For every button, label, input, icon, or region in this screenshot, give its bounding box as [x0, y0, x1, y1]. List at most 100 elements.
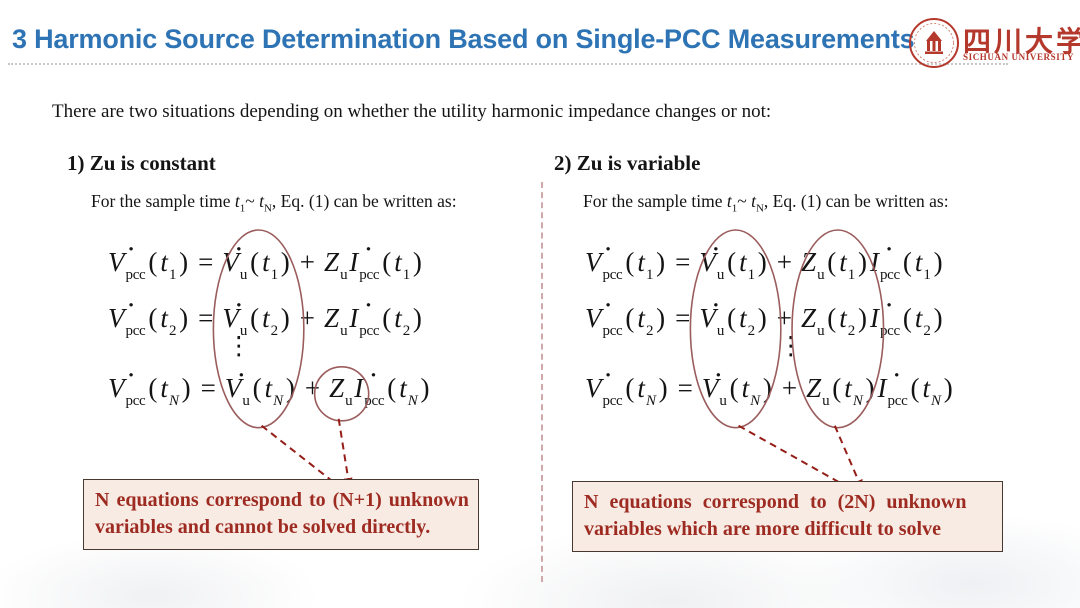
equation-token: (: [382, 247, 392, 277]
equation-token: ): [285, 373, 295, 403]
sample-prefix: For the sample time: [91, 191, 235, 211]
t-symbol: t: [751, 191, 756, 211]
note-line: N equations correspond to (N+1) unknown: [95, 489, 469, 511]
note-line: variables and cannot be solved directly.: [95, 516, 431, 538]
equation-token: V · u: [699, 293, 725, 339]
equation-token: (: [625, 303, 635, 333]
equation-token: +: [776, 303, 793, 333]
equation-token: I · pcc: [869, 237, 900, 283]
equation-token: ): [179, 247, 189, 277]
equation-token: V · pcc: [585, 237, 623, 283]
note-line: N equations correspond to (2N) unknown: [584, 491, 967, 513]
equation-token: ): [280, 247, 290, 277]
equation-token: (: [902, 303, 912, 333]
note-box-left: N equations correspond to (N+1) unknown …: [83, 479, 479, 550]
equation-token: (: [148, 247, 158, 277]
equation-token: +: [776, 247, 793, 277]
equation-token: V · u: [222, 237, 248, 283]
equation-token: V · pcc: [108, 237, 146, 283]
equation-token: (: [727, 303, 737, 333]
equation-token: =: [200, 373, 216, 403]
title-underline: [8, 63, 1008, 65]
equation-token: I · pcc: [349, 237, 380, 283]
equation-token: (: [148, 373, 158, 403]
t-symbol: t: [234, 191, 240, 211]
equation-token: ): [656, 247, 666, 277]
intro-text: There are two situations depending on wh…: [52, 101, 772, 122]
equation-token: I · pcc: [877, 363, 908, 409]
equation-token: ): [412, 247, 422, 277]
vdots-right: ⋮: [778, 330, 804, 360]
note-box-right: N equations correspond to (2N) unknown v…: [572, 481, 1003, 552]
equation-token: (: [382, 303, 392, 333]
t-symbol: t: [259, 191, 264, 211]
university-name-cn: 四川大学: [963, 27, 1080, 58]
sample-prefix: For the sample time: [583, 191, 727, 211]
equation-token: V · pcc: [108, 363, 146, 409]
equation-token: ): [420, 373, 430, 403]
equation-token: (: [252, 373, 262, 403]
equation-token: (: [729, 373, 739, 403]
t-symbol: t: [726, 191, 732, 211]
equation-token: (: [910, 373, 920, 403]
equation-token: ): [181, 373, 191, 403]
equation-token: ): [280, 303, 290, 333]
sample-time-line-left: For the sample time t1~ tN, Eq. (1) can …: [91, 191, 457, 215]
tilde: ~: [737, 191, 752, 211]
equation-token: ): [857, 247, 867, 277]
equation-token: ): [857, 303, 867, 333]
equation-token: +: [304, 373, 321, 403]
equation-token: V · pcc: [108, 293, 146, 339]
equation-token: V · u: [699, 237, 725, 283]
equation-token: (: [625, 373, 635, 403]
equation-token: ): [656, 303, 666, 333]
sample-suffix: , Eq. (1) can be written as:: [763, 191, 949, 211]
equation-token: ): [933, 247, 943, 277]
equation-token: (: [250, 303, 260, 333]
equation-token: =: [675, 303, 691, 333]
vdots-left: ⋮: [226, 330, 252, 360]
column-divider: [541, 182, 543, 582]
equation-token: ): [865, 373, 875, 403]
equation-token: V · u: [701, 363, 727, 409]
equation-token: (: [250, 247, 260, 277]
equation-token: (: [148, 303, 158, 333]
equation-token: I · pcc: [869, 293, 900, 339]
t-sub-1: 1: [731, 202, 738, 215]
equation-token: +: [299, 247, 316, 277]
t-sub-1: 1: [239, 202, 246, 215]
equation-token: ): [762, 373, 772, 403]
equation-token: =: [198, 247, 214, 277]
equation-token: ): [412, 303, 422, 333]
right-section-heading: 2) Zu is variable: [554, 151, 701, 175]
equation-token: V · pcc: [585, 363, 623, 409]
